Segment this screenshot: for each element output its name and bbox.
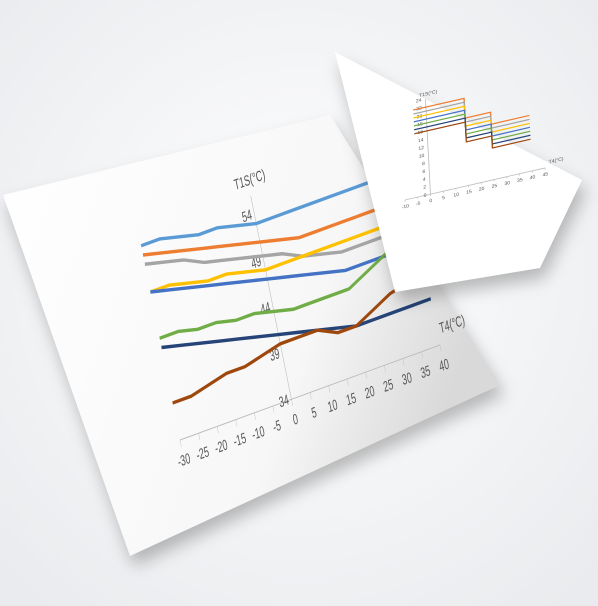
x-tick xyxy=(421,351,423,359)
y-tick-label: 2 xyxy=(423,185,426,191)
x-axis-title: T4(°C) xyxy=(549,156,564,165)
x-tick xyxy=(198,433,201,440)
series-line xyxy=(413,97,530,125)
x-tick xyxy=(346,378,349,386)
y-axis xyxy=(250,195,292,400)
small-card xyxy=(335,52,582,292)
x-tick-label: 15 xyxy=(466,189,472,196)
y-tick-label: 14 xyxy=(418,137,424,144)
x-tick-label: 40 xyxy=(438,355,451,375)
x-tick-label: 30 xyxy=(504,180,510,187)
x-tick-label: -20 xyxy=(213,436,229,457)
x-tick-label: 35 xyxy=(419,362,432,382)
series-line xyxy=(150,241,420,294)
x-tick-label: -30 xyxy=(176,450,192,471)
big-card xyxy=(3,115,500,556)
x-tick-label: 15 xyxy=(345,389,358,409)
series-line xyxy=(159,223,417,340)
x-tick xyxy=(309,392,312,400)
x-tick-label: -5 xyxy=(271,417,282,436)
x-axis xyxy=(404,167,546,201)
x-tick xyxy=(272,406,275,413)
x-tick-label: 45 xyxy=(542,171,548,178)
x-tick-label: -15 xyxy=(232,429,248,450)
x-tick xyxy=(439,344,442,352)
x-tick-label: 20 xyxy=(479,186,485,193)
y-tick-label: 34 xyxy=(278,391,291,411)
x-tick-label: 5 xyxy=(310,403,318,421)
y-tick-label: 6 xyxy=(422,169,425,175)
series-line xyxy=(414,117,531,145)
x-tick-label: -5 xyxy=(416,201,421,208)
series-line xyxy=(413,105,530,133)
x-tick-label: -10 xyxy=(251,422,267,443)
series-line xyxy=(413,109,531,137)
y-tick-label: 4 xyxy=(423,177,426,183)
x-tick-label: 35 xyxy=(517,177,523,184)
series-line xyxy=(413,113,531,141)
x-tick xyxy=(365,372,368,379)
y-tick-label: 54 xyxy=(241,206,254,226)
y-tick-label: 24 xyxy=(416,97,422,104)
x-tick-label: 10 xyxy=(326,396,339,416)
y-tick-label: 8 xyxy=(422,161,425,167)
x-tick xyxy=(179,439,182,447)
x-tick-label: -25 xyxy=(195,443,211,464)
y-tick-label: 0 xyxy=(424,192,427,198)
x-tick xyxy=(235,419,238,427)
x-tick-label: 0 xyxy=(291,410,299,428)
x-tick xyxy=(291,399,293,407)
x-tick-label: 5 xyxy=(442,195,445,201)
series-line xyxy=(161,297,432,350)
x-tick-label: -10 xyxy=(402,203,410,210)
x-tick-label: 0 xyxy=(429,198,432,204)
y-axis-title: T1S(°C) xyxy=(419,89,438,99)
x-tick xyxy=(402,358,405,366)
x-tick xyxy=(216,426,219,434)
x-tick-label: 20 xyxy=(363,382,376,402)
series-line xyxy=(172,269,426,405)
y-tick-label: 10 xyxy=(419,153,425,160)
series-line xyxy=(142,195,411,257)
y-tick-label: 12 xyxy=(418,145,424,152)
series-line xyxy=(413,101,530,129)
x-tick xyxy=(254,412,256,420)
x-tick-label: 40 xyxy=(530,174,536,181)
series-line xyxy=(414,121,531,149)
series-line xyxy=(144,223,417,266)
x-tick-label: 30 xyxy=(401,369,414,389)
x-tick xyxy=(384,365,386,373)
x-tick-label: 10 xyxy=(453,192,459,199)
series-line xyxy=(140,167,406,248)
x-tick xyxy=(328,385,331,393)
x-tick-label: 25 xyxy=(492,183,498,190)
series-line xyxy=(150,213,415,294)
x-tick-label: 25 xyxy=(382,375,395,395)
